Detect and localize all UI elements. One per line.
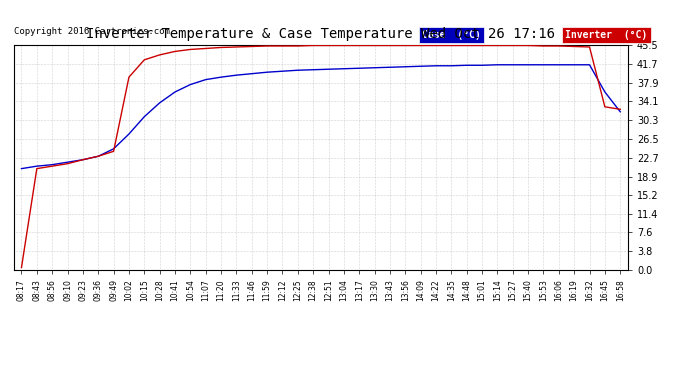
- Text: Copyright 2016 Cartronics.com: Copyright 2016 Cartronics.com: [14, 27, 170, 36]
- Text: Case  (°C): Case (°C): [422, 30, 481, 40]
- Text: Inverter  (°C): Inverter (°C): [565, 30, 648, 40]
- Title: Inverter Temperature & Case Temperature Wed Oct 26 17:16: Inverter Temperature & Case Temperature …: [86, 27, 555, 41]
